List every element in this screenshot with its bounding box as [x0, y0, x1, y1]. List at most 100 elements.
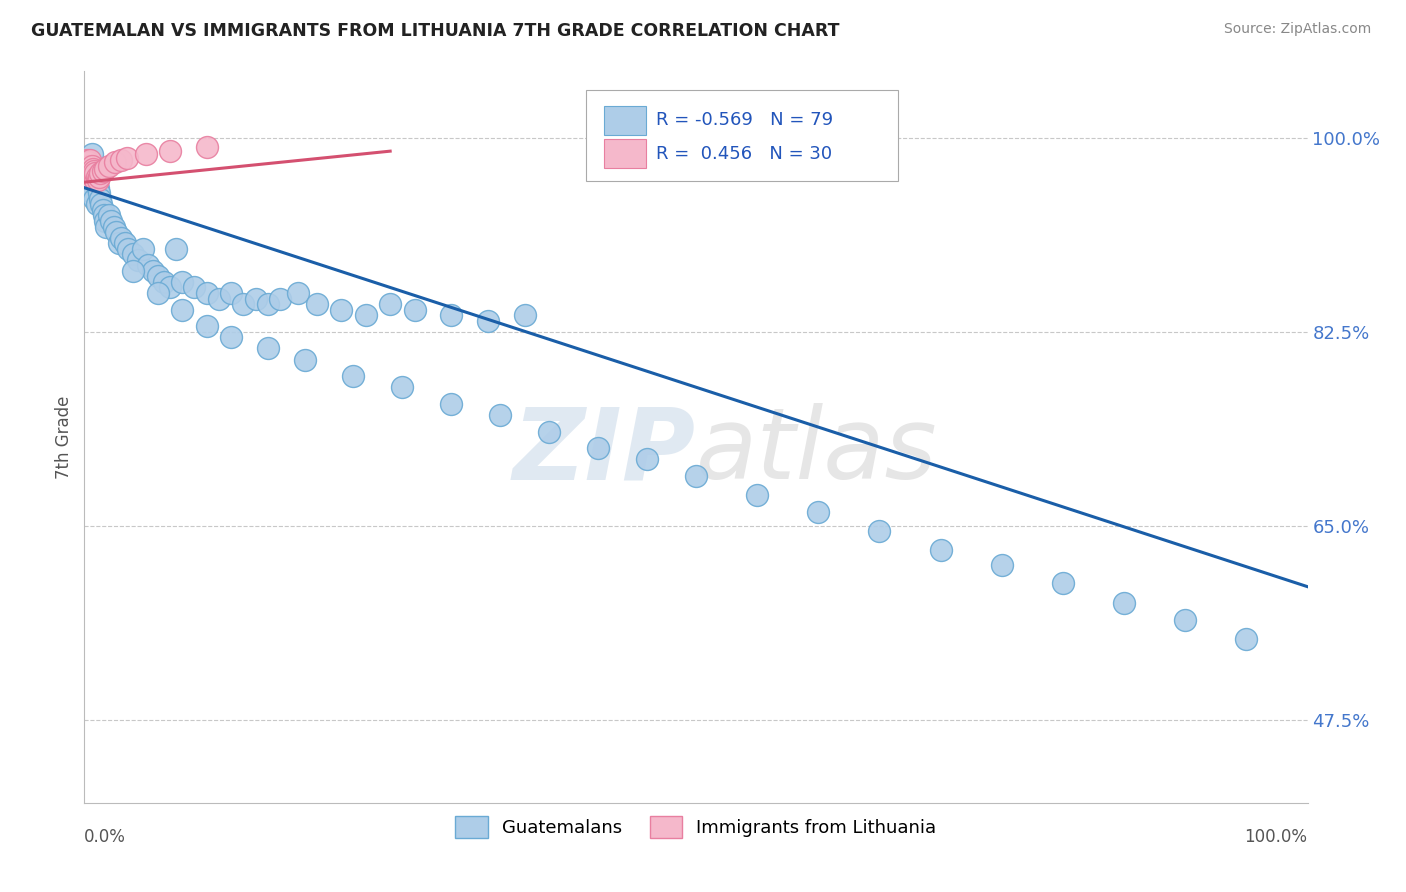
Point [115, 151, 138, 165]
Point [159, 280, 181, 294]
FancyBboxPatch shape [605, 139, 645, 169]
Point [82, 169, 104, 184]
FancyBboxPatch shape [586, 90, 898, 181]
Text: ZIP: ZIP [513, 403, 696, 500]
Text: GUATEMALAN VS IMMIGRANTS FROM LITHUANIA 7TH GRADE CORRELATION CHART: GUATEMALAN VS IMMIGRANTS FROM LITHUANIA … [31, 22, 839, 40]
Point [94, 214, 117, 228]
Point [83, 192, 105, 206]
Point [991, 558, 1014, 572]
Point [87, 173, 110, 187]
Point [83, 169, 105, 184]
Point [105, 225, 128, 239]
Point [82, 161, 104, 176]
Point [440, 397, 463, 411]
Point [100, 214, 122, 228]
Point [132, 242, 155, 256]
Point [219, 285, 242, 300]
Point [172, 302, 194, 317]
Point [1174, 613, 1197, 627]
Point [354, 308, 377, 322]
Point [84, 173, 107, 187]
Point [84, 169, 107, 184]
Point [1236, 632, 1258, 646]
Point [87, 180, 110, 194]
Point [1114, 596, 1136, 610]
Point [76, 153, 98, 167]
Point [172, 275, 194, 289]
Point [269, 292, 291, 306]
Text: 0.0%: 0.0% [84, 829, 127, 847]
Text: Source: ZipAtlas.com: Source: ZipAtlas.com [1223, 22, 1371, 37]
Point [330, 302, 353, 317]
Point [94, 161, 117, 176]
Point [404, 302, 426, 317]
Point [489, 408, 512, 422]
Point [82, 186, 104, 201]
Point [80, 180, 103, 194]
Point [107, 236, 129, 251]
Point [82, 159, 104, 173]
Point [142, 264, 165, 278]
Point [287, 285, 309, 300]
Point [747, 488, 769, 502]
Point [153, 275, 176, 289]
Point [79, 153, 101, 167]
Point [342, 369, 364, 384]
Point [1052, 576, 1074, 591]
Point [79, 175, 101, 189]
Point [127, 252, 149, 267]
Point [117, 242, 139, 256]
Point [440, 308, 463, 322]
Point [77, 169, 100, 184]
Text: R = -0.569   N = 79: R = -0.569 N = 79 [655, 112, 832, 129]
Point [513, 308, 536, 322]
Point [195, 319, 218, 334]
Point [114, 236, 136, 251]
Point [146, 269, 169, 284]
Text: atlas: atlas [696, 403, 938, 500]
Point [83, 164, 105, 178]
FancyBboxPatch shape [605, 105, 645, 135]
Point [183, 280, 205, 294]
Point [195, 139, 218, 153]
Point [86, 175, 108, 189]
Point [77, 164, 100, 178]
Text: R =  0.456   N = 30: R = 0.456 N = 30 [655, 145, 832, 163]
Point [807, 505, 830, 519]
Point [77, 159, 100, 173]
Point [93, 209, 115, 223]
Point [305, 297, 328, 311]
Point [195, 285, 218, 300]
Text: 100.0%: 100.0% [1244, 829, 1308, 847]
Point [122, 247, 145, 261]
Point [90, 197, 112, 211]
Point [80, 159, 103, 173]
Point [79, 164, 101, 178]
Point [97, 159, 120, 173]
Point [477, 314, 499, 328]
Point [77, 169, 100, 184]
Point [87, 169, 110, 184]
Point [929, 543, 952, 558]
Point [122, 264, 145, 278]
Point [83, 164, 105, 178]
Point [75, 159, 97, 173]
Point [86, 197, 108, 211]
Point [136, 258, 159, 272]
Point [538, 425, 561, 439]
Point [685, 468, 707, 483]
Point [257, 342, 280, 356]
Point [89, 166, 111, 180]
Point [232, 297, 254, 311]
Point [91, 202, 114, 217]
Point [586, 441, 609, 455]
Point [110, 230, 132, 244]
Point [245, 292, 267, 306]
Point [257, 297, 280, 311]
Point [380, 297, 402, 311]
Legend: Guatemalans, Immigrants from Lithuania: Guatemalans, Immigrants from Lithuania [449, 808, 943, 845]
Point [97, 209, 120, 223]
Point [89, 192, 111, 206]
Point [76, 164, 98, 178]
Point [86, 169, 108, 184]
